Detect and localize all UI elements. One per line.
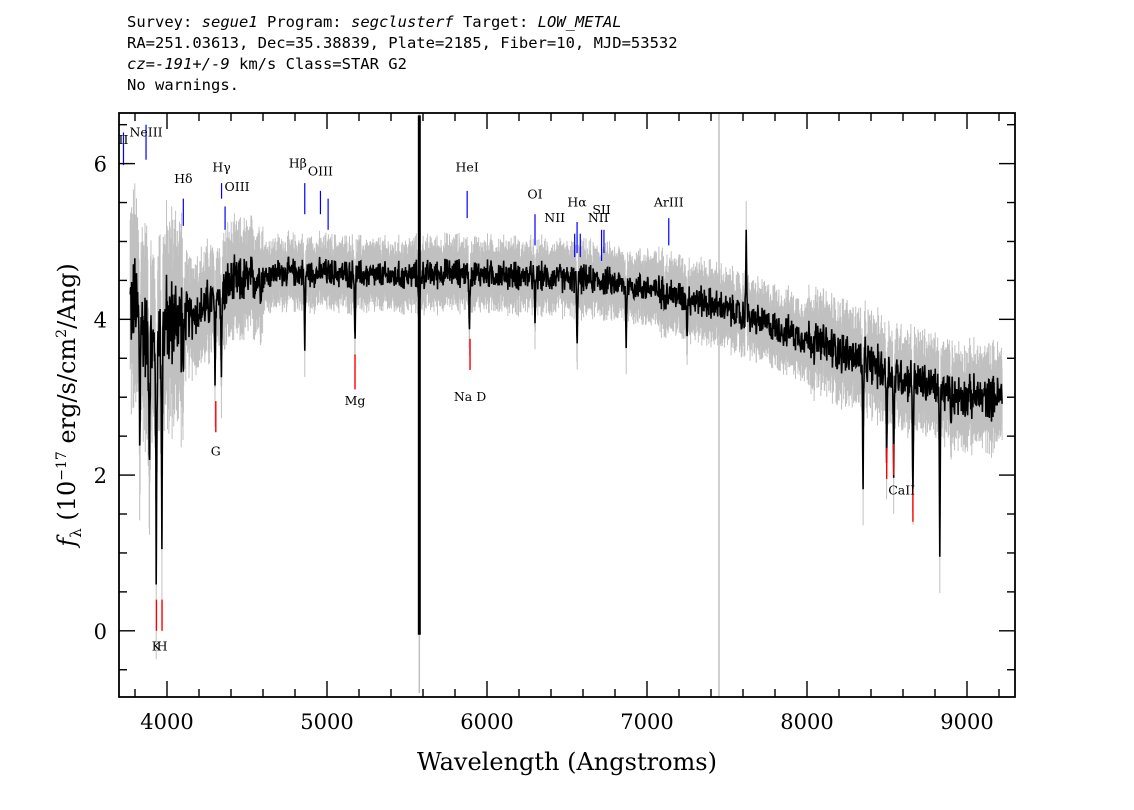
absorption-line-label: Mg bbox=[345, 393, 366, 408]
flux-path bbox=[129, 194, 1003, 585]
axes: 4000 5000 6000 7000 8000 9000 0 2 4 6 bbox=[94, 112, 1016, 734]
program-value: segclusterf bbox=[350, 13, 454, 31]
header-line-warnings: No warnings. bbox=[127, 76, 239, 94]
header-line-survey: Survey: segue1 Program: segclusterf Targ… bbox=[127, 12, 678, 33]
cz-value: -191+/-9 bbox=[155, 55, 230, 73]
y-tick-label: 2 bbox=[94, 464, 107, 488]
x-tick-label: 4000 bbox=[140, 710, 193, 734]
cz-units-class: km/s Class=STAR G2 bbox=[229, 55, 407, 73]
header-line-coordinates: RA=251.03613, Dec=35.38839, Plate=2185, … bbox=[127, 34, 678, 52]
emission-line-label: OIII bbox=[225, 179, 250, 194]
absorption-line-label: K bbox=[152, 638, 162, 653]
emission-line-label: NII bbox=[588, 210, 609, 225]
error-band-path bbox=[129, 168, 1003, 660]
emission-line-label: NeIII bbox=[129, 124, 162, 139]
survey-value: segue1 bbox=[201, 13, 258, 31]
x-tick-label: 5000 bbox=[300, 710, 353, 734]
emission-line-label: Hα bbox=[567, 194, 587, 209]
program-label: Program: bbox=[257, 13, 351, 31]
y-tick-label: 0 bbox=[94, 620, 107, 644]
emission-line-label: ArIII bbox=[653, 194, 684, 209]
x-tick-label: 9000 bbox=[940, 710, 993, 734]
y-tick-label: 4 bbox=[94, 308, 107, 332]
target-label: Target: bbox=[453, 13, 538, 31]
emission-line-label: Hβ bbox=[289, 156, 307, 171]
absorption-line-label: Na D bbox=[454, 389, 486, 404]
emission-line-label: Hγ bbox=[212, 159, 230, 174]
target-value: LOW_METAL bbox=[537, 13, 622, 31]
y-axis-label: fλ (10−17 erg/s/cm2/Ang) bbox=[53, 263, 85, 548]
x-tick-label: 8000 bbox=[780, 710, 833, 734]
absorption-line-label: H bbox=[157, 638, 168, 653]
x-axis-label: Wavelength (Angstroms) bbox=[417, 748, 717, 776]
survey-label: Survey: bbox=[127, 13, 202, 31]
emission-line-label: II bbox=[119, 132, 129, 147]
cz-label: cz= bbox=[127, 55, 155, 73]
header-line-redshift: cz=-191+/-9 km/s Class=STAR G2 bbox=[127, 54, 678, 75]
error-band bbox=[129, 113, 1003, 697]
emission-line-label: OI bbox=[527, 187, 542, 202]
emission-line-label: Hδ bbox=[174, 171, 192, 186]
x-tick-label: 7000 bbox=[620, 710, 673, 734]
plot-frame bbox=[118, 112, 1016, 698]
absorption-line-label: G bbox=[211, 444, 221, 459]
emission-line-label: NII bbox=[544, 210, 565, 225]
spectrum-header: Survey: segue1 Program: segclusterf Targ… bbox=[127, 12, 678, 96]
emission-line-label: HeI bbox=[456, 159, 479, 174]
flux-series bbox=[129, 115, 1003, 635]
x-tick-label: 6000 bbox=[460, 710, 513, 734]
y-tick-label: 6 bbox=[94, 153, 107, 177]
emission-line-label: OIII bbox=[308, 163, 333, 178]
absorption-line-label: CaII bbox=[888, 483, 915, 498]
emission-line-label: SII bbox=[592, 202, 611, 217]
